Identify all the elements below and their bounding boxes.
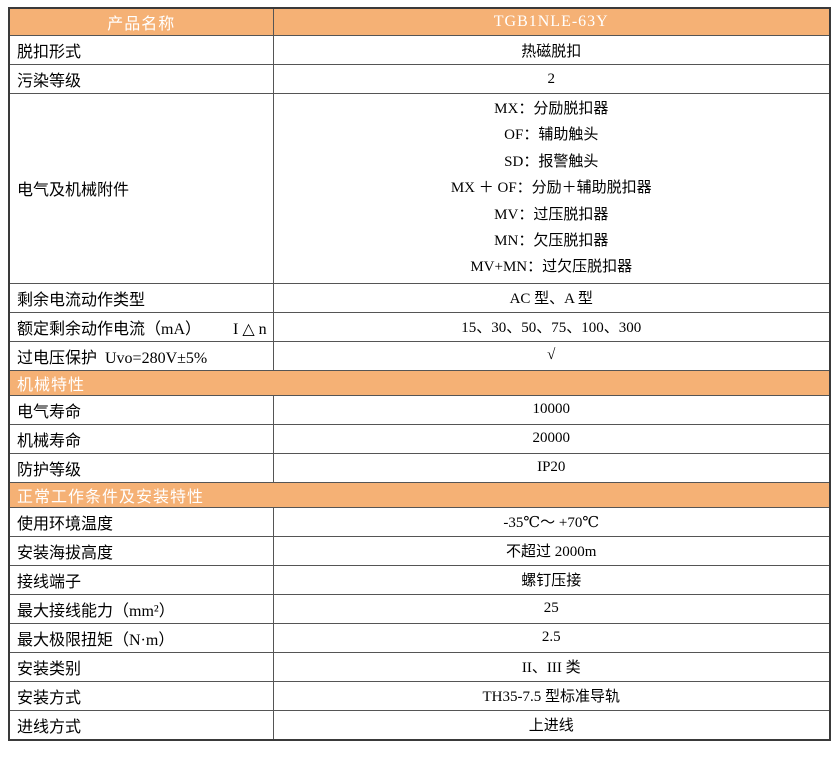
spec-value-line: OF：辅助触头 <box>504 127 599 144</box>
section-header-row: 机械特性 <box>8 369 831 396</box>
spec-label: 安装方式 <box>8 680 274 711</box>
spec-label: 最大极限扭矩（N·m） <box>8 622 274 653</box>
section-header-row: 正常工作条件及安装特性 <box>8 481 831 508</box>
spec-label: 接线端子 <box>8 564 274 595</box>
spec-value: IP20 <box>272 452 831 483</box>
spec-value-line: MX ＋ OF：分励＋辅助脱扣器 <box>450 180 652 197</box>
table-row: 安装海拔高度 不超过 2000m <box>8 535 831 566</box>
spec-label: 污染等级 <box>8 64 274 94</box>
spec-label: 安装类别 <box>8 651 274 682</box>
spec-value-line: MN：欠压脱扣器 <box>494 233 609 250</box>
table-row: 使用环境温度 -35℃～ +70℃ <box>8 506 831 537</box>
spec-value-line: SD：报警触头 <box>504 153 599 170</box>
spec-value-line: MV+MN：过欠压脱扣器 <box>470 259 633 276</box>
table-row: 最大接线能力（mm²） 25 <box>8 593 831 624</box>
product-spec-table: 产品名称 TGB1NLE-63Y 脱扣形式 热磁脱扣 污染等级 2 电气及机械附件 MX：… <box>8 7 831 741</box>
spec-value: AC 型、A 型 <box>272 282 831 313</box>
spec-label: 最大接线能力（mm²） <box>8 593 274 624</box>
spec-value: 25 <box>272 593 831 624</box>
table-row: 进线方式 上进线 <box>8 709 831 741</box>
spec-value: -35℃～ +70℃ <box>272 506 831 537</box>
table-row: 电气寿命 10000 <box>8 394 831 425</box>
table-row: 脱扣形式 热磁脱扣 <box>8 35 831 65</box>
spec-value: MX：分励脱扣器 OF：辅助触头 SD：报警触头 MX ＋ OF：分励＋辅助脱扣器 MV… <box>272 93 831 284</box>
table-row: 过电压保护 Uvo=280V±5% √ <box>8 340 831 371</box>
section-title: 机械特性 <box>8 369 831 396</box>
table-row: 接线端子 螺钉压接 <box>8 564 831 595</box>
spec-label: 进线方式 <box>8 709 274 741</box>
table-row: 安装类别 II、III 类 <box>8 651 831 682</box>
spec-value: TH35-7.5 型标准导轨 <box>272 680 831 711</box>
spec-label: 电气及机械附件 <box>8 93 274 284</box>
spec-label: 过电压保护 Uvo=280V±5% <box>8 340 274 371</box>
spec-value: 不超过 2000m <box>272 535 831 566</box>
spec-label: 防护等级 <box>8 452 274 483</box>
spec-value: 2 <box>272 64 831 94</box>
table-row: 安装方式 TH35-7.5 型标准导轨 <box>8 680 831 711</box>
table-row: 污染等级 2 <box>8 64 831 94</box>
spec-label: 安装海拔高度 <box>8 535 274 566</box>
spec-label: 额定剩余动作电流（mA） I △ n <box>8 311 274 342</box>
spec-value-line: MX：分励脱扣器 <box>494 101 609 117</box>
section-title: 正常工作条件及安装特性 <box>8 481 831 508</box>
product-model-header: TGB1NLE-63Y <box>272 7 831 36</box>
table-row: 电气及机械附件 MX：分励脱扣器 OF：辅助触头 SD：报警触头 MX ＋ OF：分励＋… <box>8 93 831 284</box>
spec-value: 螺钉压接 <box>272 564 831 595</box>
spec-label: 使用环境温度 <box>8 506 274 537</box>
product-name-header: 产品名称 <box>8 7 274 36</box>
spec-value: 20000 <box>272 423 831 454</box>
spec-value-line: MV：过压脱扣器 <box>494 206 609 223</box>
table-row: 最大极限扭矩（N·m） 2.5 <box>8 622 831 653</box>
spec-value: 2.5 <box>272 622 831 653</box>
spec-value: 10000 <box>272 394 831 425</box>
spec-value: II、III 类 <box>272 651 831 682</box>
table-row: 额定剩余动作电流（mA） I △ n 15、30、50、75、100、300 <box>8 311 831 342</box>
table-header-row: 产品名称 TGB1NLE-63Y <box>8 7 831 36</box>
spec-label: 脱扣形式 <box>8 35 274 65</box>
spec-value: 15、30、50、75、100、300 <box>272 311 831 342</box>
spec-value: √ <box>272 340 831 371</box>
spec-value: 热磁脱扣 <box>272 35 831 65</box>
table-row: 防护等级 IP20 <box>8 452 831 483</box>
spec-label: 电气寿命 <box>8 394 274 425</box>
table-row: 剩余电流动作类型 AC 型、A 型 <box>8 282 831 313</box>
spec-label: 剩余电流动作类型 <box>8 282 274 313</box>
spec-value: 上进线 <box>272 709 831 741</box>
spec-label: 机械寿命 <box>8 423 274 454</box>
table-row: 机械寿命 20000 <box>8 423 831 454</box>
